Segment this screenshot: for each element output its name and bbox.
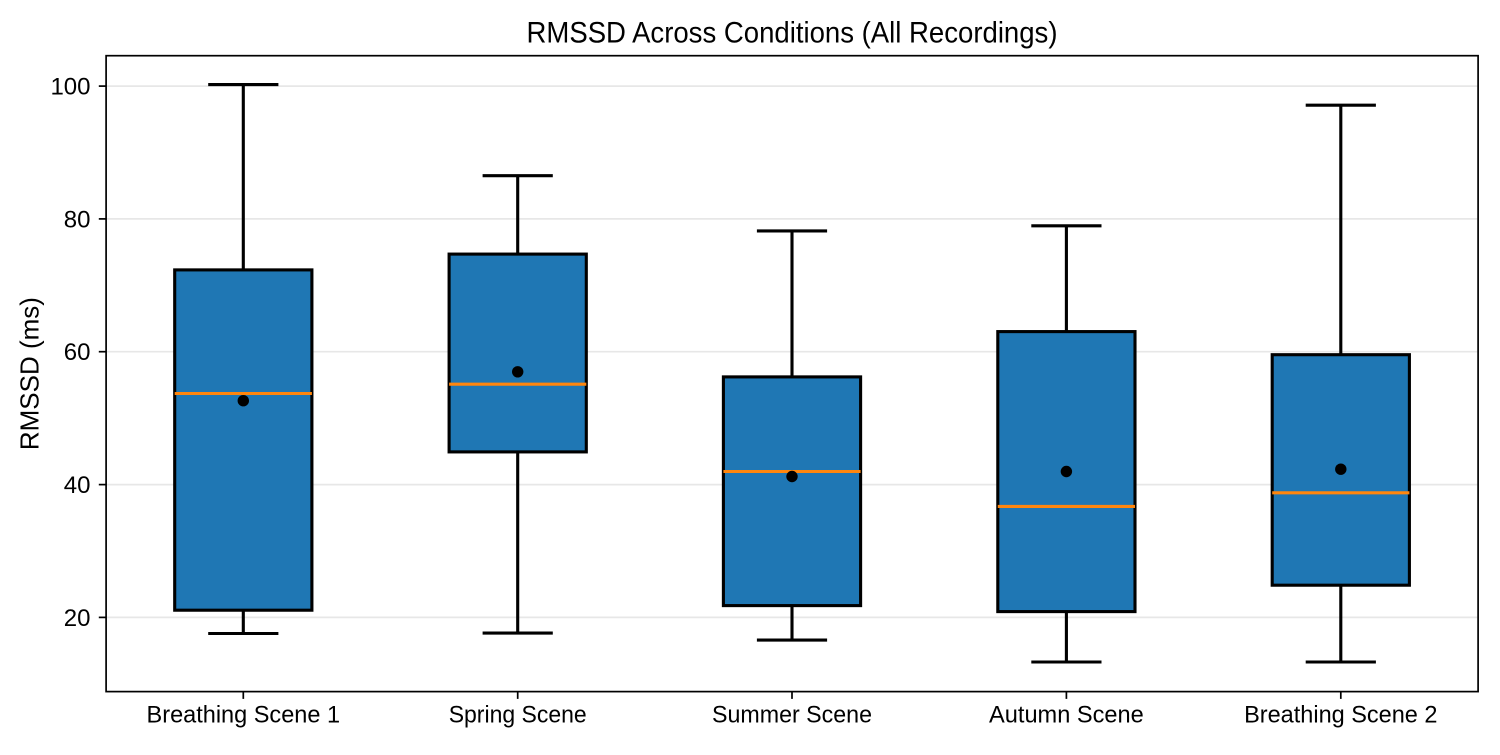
svg-text:Summer Scene: Summer Scene bbox=[712, 701, 872, 728]
svg-text:80: 80 bbox=[64, 206, 91, 233]
svg-text:Breathing Scene 2: Breathing Scene 2 bbox=[1244, 701, 1437, 728]
svg-text:Autumn Scene: Autumn Scene bbox=[989, 701, 1144, 728]
svg-text:60: 60 bbox=[64, 339, 91, 366]
svg-text:Breathing Scene 1: Breathing Scene 1 bbox=[147, 701, 341, 728]
svg-text:RMSSD (ms): RMSSD (ms) bbox=[15, 297, 45, 450]
svg-text:40: 40 bbox=[64, 472, 91, 499]
svg-text:RMSSD Across Conditions (All R: RMSSD Across Conditions (All Recordings) bbox=[527, 17, 1058, 49]
svg-text:20: 20 bbox=[64, 605, 91, 632]
svg-text:Spring Scene: Spring Scene bbox=[449, 701, 587, 728]
svg-text:100: 100 bbox=[50, 74, 90, 101]
